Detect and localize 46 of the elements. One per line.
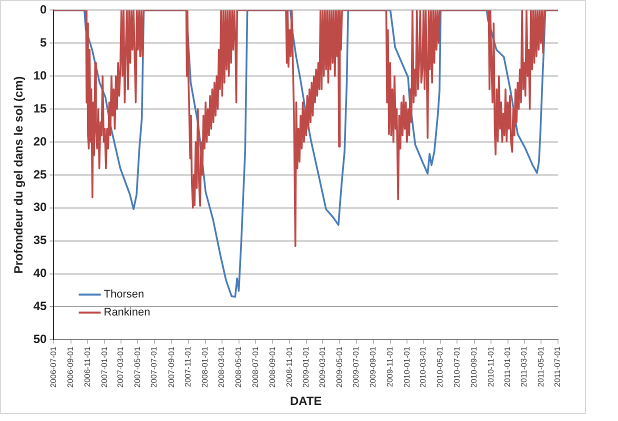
x-tick-label: 2010-07-01 bbox=[452, 346, 462, 388]
x-tick-label: 2007-05-01 bbox=[132, 346, 142, 388]
y-tick-label: 45 bbox=[33, 299, 48, 314]
x-tick-label: 2008-01-01 bbox=[200, 346, 210, 388]
x-tick-label: 2009-05-01 bbox=[334, 346, 344, 388]
legend-label: Rankinen bbox=[104, 306, 150, 319]
y-tick-label: 30 bbox=[33, 200, 48, 214]
y-tick-label: 0 bbox=[40, 2, 48, 17]
y-tick-label: 50 bbox=[33, 332, 48, 346]
y-tick-label: 40 bbox=[33, 266, 48, 280]
x-tick-label: 2010-01-01 bbox=[402, 346, 412, 388]
x-tick-label: 2011-03-01 bbox=[520, 346, 529, 388]
y-tick-label: 25 bbox=[33, 167, 48, 182]
x-tick-label: 2009-07-01 bbox=[352, 346, 361, 388]
x-tick-label: 2011-01-01 bbox=[503, 346, 512, 388]
x-tick-label: 2006-11-01 bbox=[82, 346, 92, 388]
x-tick-label: 2010-05-01 bbox=[436, 346, 445, 388]
x-tick-label: 2008-03-01 bbox=[217, 346, 226, 388]
x-tick-label: 2010-03-01 bbox=[418, 346, 428, 388]
x-tick-label: 2008-05-01 bbox=[234, 346, 243, 388]
y-tick-label: 10 bbox=[33, 68, 48, 82]
x-tick-label: 2007-07-01 bbox=[150, 346, 159, 388]
x-axis-title: DATE bbox=[290, 394, 322, 408]
x-tick-label: 2006-09-01 bbox=[66, 346, 76, 388]
x-tick-label: 2010-09-01 bbox=[470, 346, 479, 388]
x-tick-label: 2006-07-01 bbox=[48, 346, 58, 388]
x-tick-label: 2009-09-01 bbox=[368, 346, 378, 388]
y-axis-title: Profondeur du gel dans le sol (cm) bbox=[12, 76, 26, 274]
x-tick-label: 2009-03-01 bbox=[318, 346, 327, 388]
x-tick-label: 2011-05-01 bbox=[536, 346, 546, 388]
y-tick-label: 5 bbox=[40, 35, 48, 50]
x-tick-label: 2009-11-01 bbox=[386, 346, 395, 388]
x-tick-label: 2007-09-01 bbox=[166, 346, 176, 388]
x-tick-label: 2009-01-01 bbox=[302, 346, 311, 388]
y-tick-label: 35 bbox=[33, 233, 48, 248]
x-tick-label: 2007-03-01 bbox=[116, 346, 126, 388]
legend-label: Thorsen bbox=[104, 288, 144, 301]
x-tick-label: 2008-11-01 bbox=[284, 346, 294, 388]
y-tick-label: 20 bbox=[33, 134, 48, 148]
x-tick-label: 2008-07-01 bbox=[250, 346, 260, 388]
x-tick-label: 2011-07-01 bbox=[553, 346, 562, 388]
x-tick-label: 2008-09-01 bbox=[268, 346, 277, 388]
x-tick-label: 2010-11-01 bbox=[486, 346, 496, 388]
x-tick-label: 2007-11-01 bbox=[184, 346, 193, 388]
y-tick-label: 15 bbox=[33, 101, 48, 116]
x-tick-label: 2007-01-01 bbox=[100, 346, 109, 388]
